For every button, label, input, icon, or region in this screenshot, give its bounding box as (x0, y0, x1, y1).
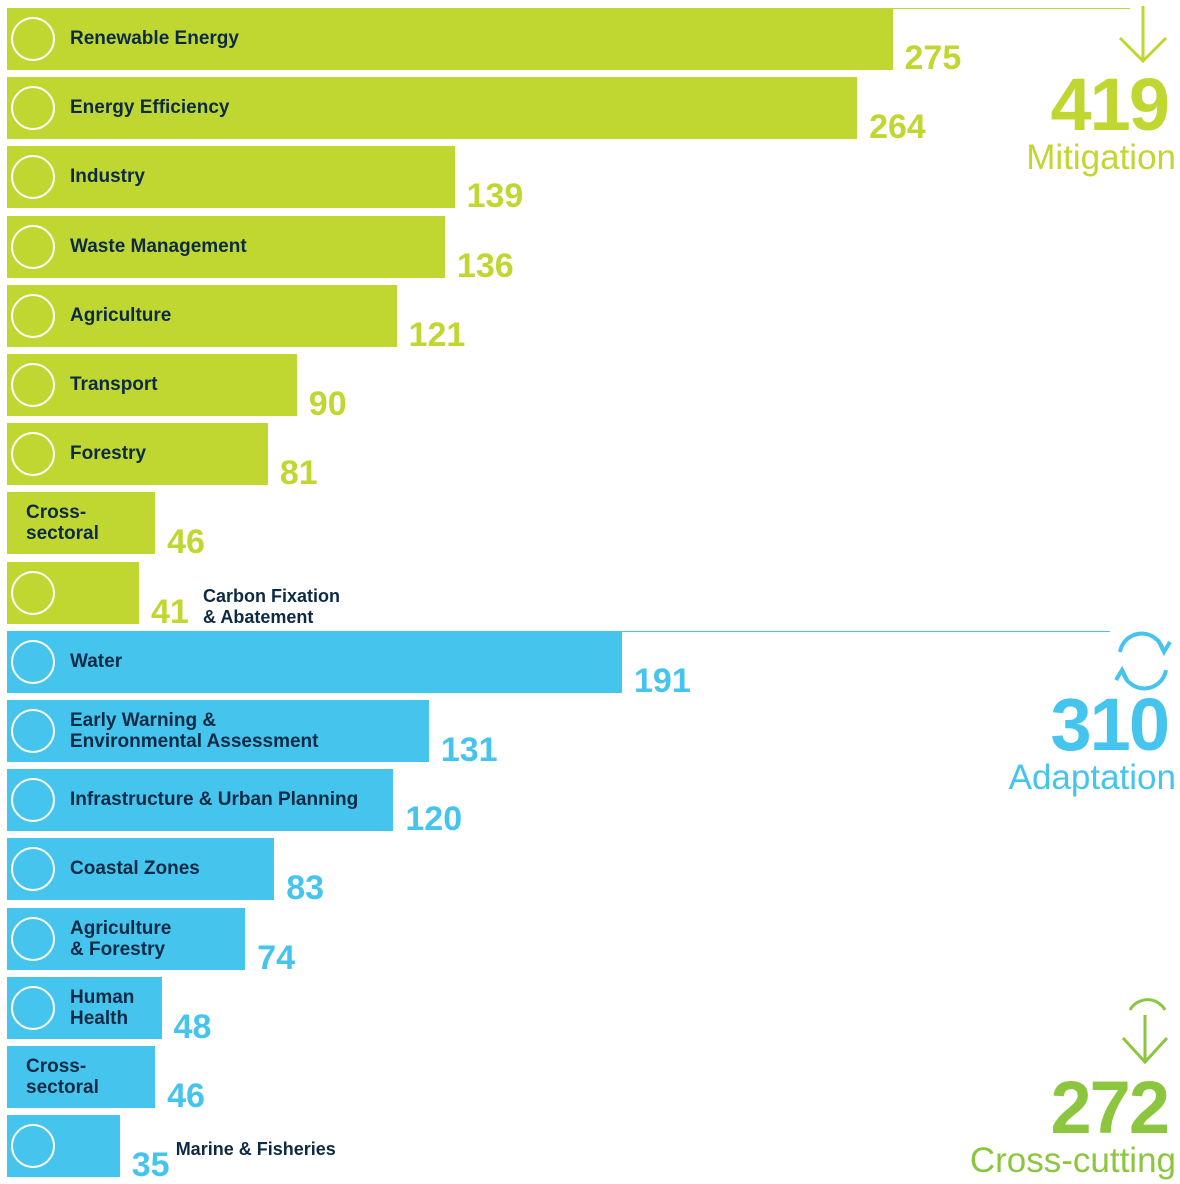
bar (7, 700, 429, 762)
value-label: 264 (869, 108, 926, 147)
rule (892, 8, 1130, 9)
total-name: Adaptation (1008, 758, 1176, 797)
bar (7, 769, 394, 832)
icon (11, 363, 55, 407)
icon (11, 155, 55, 200)
icon (11, 86, 55, 131)
icon (11, 224, 55, 269)
bar (7, 77, 858, 140)
value-label: 131 (440, 731, 498, 769)
bar (7, 354, 297, 416)
value-label: 74 (257, 938, 296, 977)
total-name: Cross-cutting (969, 1141, 1176, 1180)
total-value: 310 (1050, 683, 1170, 766)
bar (7, 146, 455, 209)
category-label: Renewable Energy (70, 28, 239, 49)
icon (11, 293, 55, 338)
value-label: 90 (308, 385, 347, 423)
icon (11, 709, 55, 753)
bar (7, 284, 397, 347)
icon (11, 639, 55, 684)
value-label: 35 (131, 1146, 170, 1184)
bar (7, 1046, 156, 1108)
bar (7, 8, 893, 70)
total-value: 272 (1050, 1066, 1170, 1149)
category-label: Waste Management (70, 235, 247, 257)
value-label: 83 (286, 869, 325, 908)
icon (11, 17, 55, 61)
icon (11, 570, 55, 615)
icon (11, 778, 55, 823)
value-label: 139 (466, 177, 524, 216)
value-label: 41 (151, 592, 189, 631)
category-label: Agriculture (70, 304, 172, 326)
bar (7, 492, 156, 555)
bar (7, 630, 623, 693)
value-label: 121 (408, 315, 466, 354)
category-label: Coastal Zones (70, 858, 200, 880)
category-label: Early Warning & Environmental Assessment (70, 710, 319, 752)
category-label: Cross- sectoral (26, 502, 99, 545)
value-label: 136 (456, 246, 514, 285)
category-label: Human Health (70, 986, 135, 1029)
category-label: Energy Efficiency (70, 97, 230, 119)
rule (622, 630, 1110, 632)
value-label: 81 (279, 454, 318, 493)
category-label: Marine & Fisheries (175, 1139, 336, 1160)
value-label: 48 (173, 1007, 212, 1046)
value-label: 46 (167, 1077, 205, 1115)
category-label: Agriculture & Forestry (70, 917, 172, 960)
value-label: 46 (167, 523, 205, 562)
total-name: Mitigation (1026, 138, 1176, 177)
icon (11, 1124, 55, 1169)
icon (11, 432, 55, 477)
category-label: Forestry (70, 443, 147, 465)
value-label: 120 (405, 800, 463, 839)
category-label: Infrastructure & Urban Planning (70, 789, 359, 811)
category-label: Cross- sectoral (26, 1056, 99, 1098)
category-label: Industry (70, 166, 145, 188)
category-label: Transport (70, 374, 158, 395)
icon (11, 985, 55, 1030)
icon (11, 916, 55, 961)
category-label: Carbon Fixation & Abatement (203, 585, 341, 627)
bar (7, 215, 445, 278)
total-value: 419 (1050, 63, 1170, 146)
value-label: 275 (904, 39, 962, 77)
value-label: 191 (634, 661, 691, 700)
category-label: Water (70, 650, 123, 672)
icon (11, 847, 55, 892)
